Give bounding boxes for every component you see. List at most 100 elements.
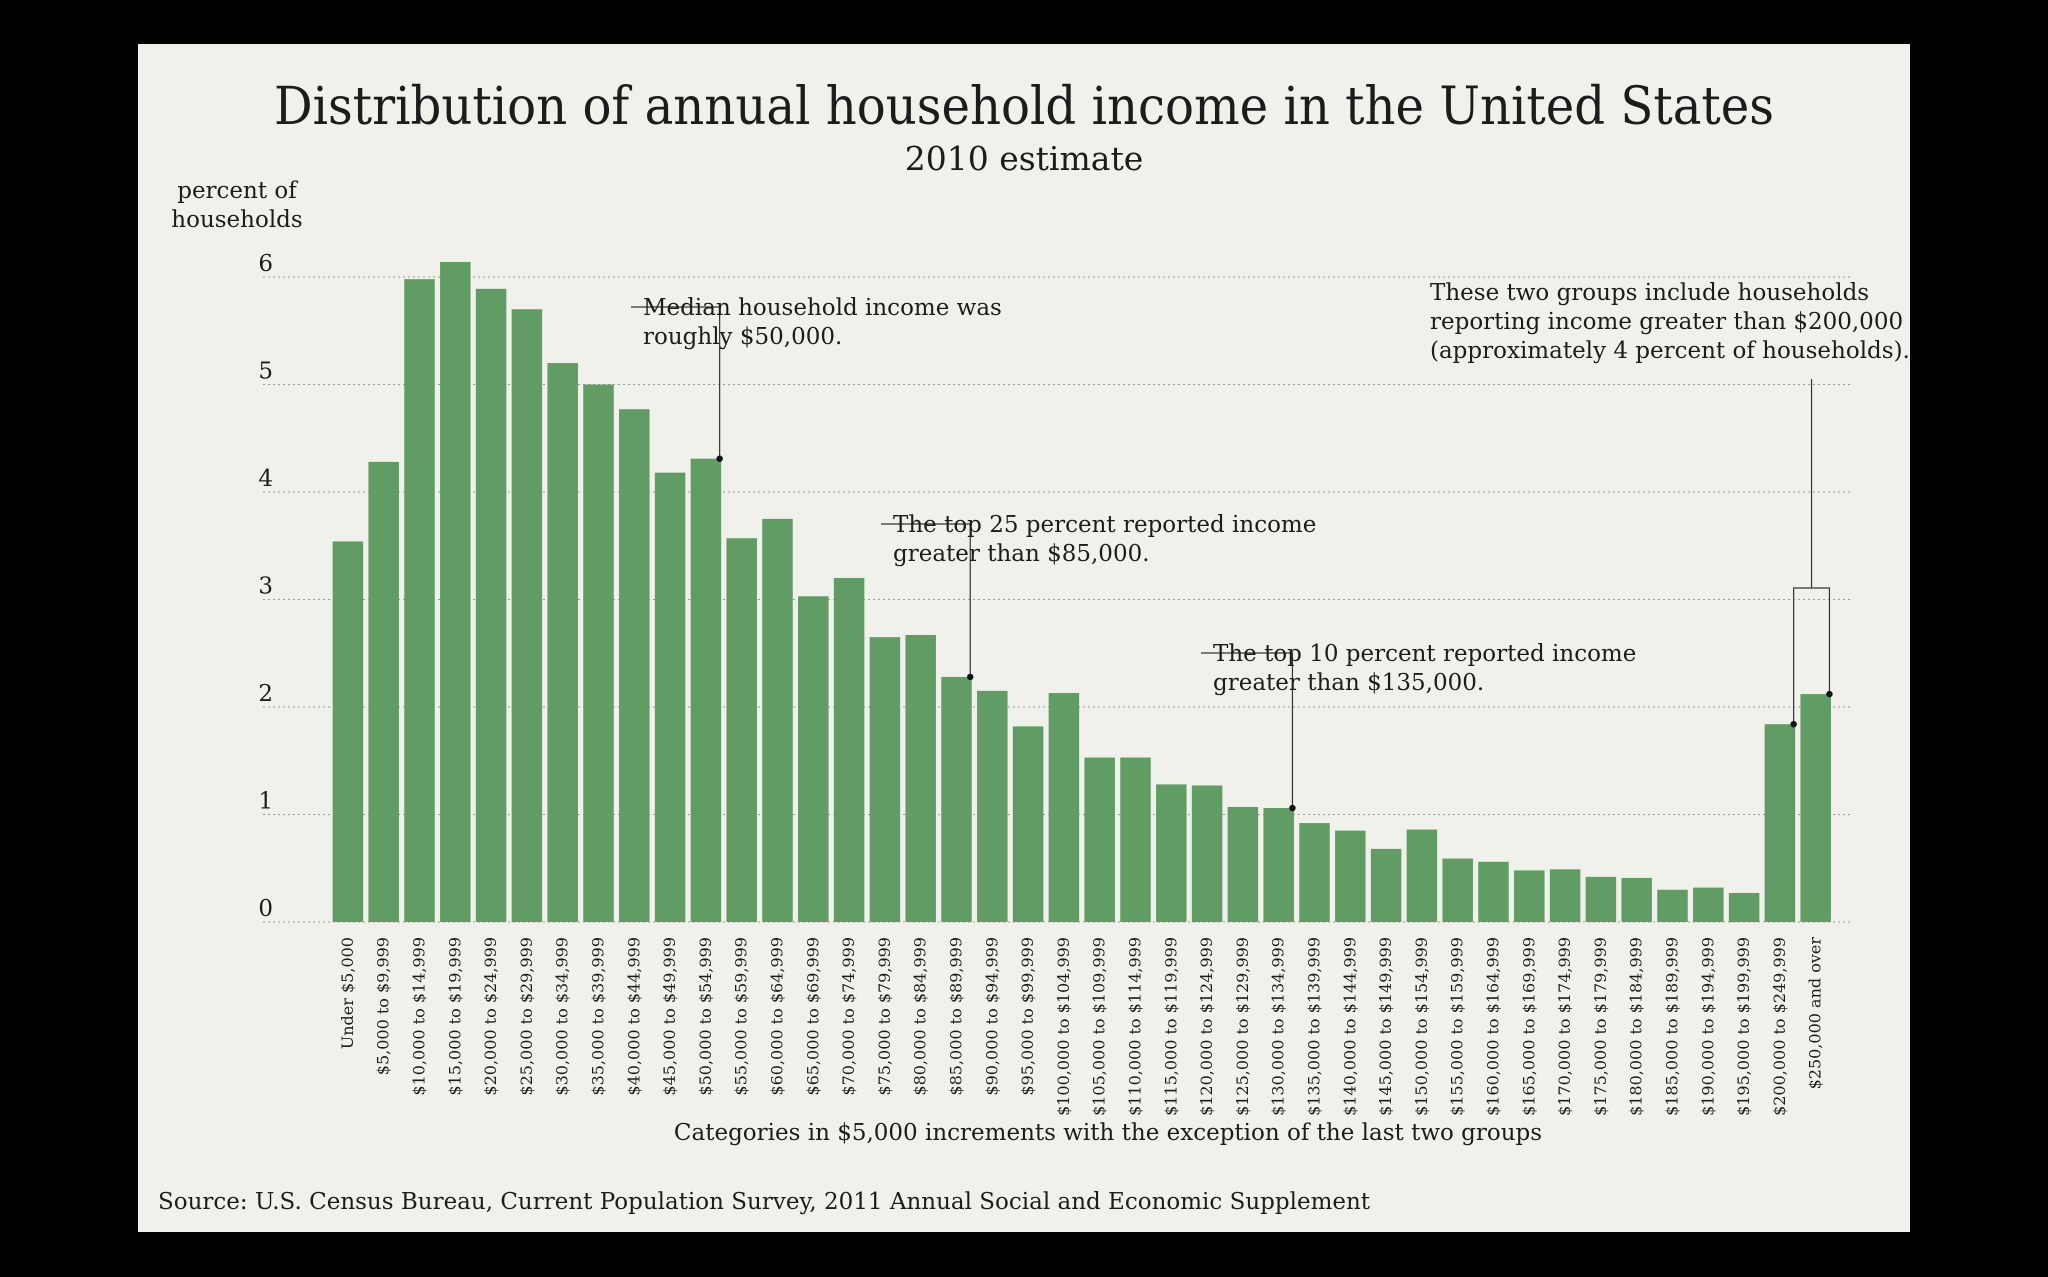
bar: [762, 518, 793, 922]
annotation-text: Median household income was: [643, 295, 1002, 321]
chart: Distribution of annual household income …: [158, 77, 1910, 1215]
x-tick-label: Under $5,000: [338, 937, 357, 1049]
y-tick-label: 1: [258, 789, 273, 815]
x-tick-label: $65,000 to $69,999: [803, 937, 822, 1096]
x-tick-label: $175,000 to $179,999: [1591, 937, 1610, 1116]
annotation-text: These two groups include households: [1430, 280, 1869, 306]
x-tick-label: $80,000 to $84,999: [911, 937, 930, 1096]
x-tick-label: $140,000 to $144,999: [1340, 937, 1359, 1116]
x-tick-label: $130,000 to $134,999: [1269, 937, 1288, 1116]
y-tick-label: 3: [258, 574, 273, 600]
x-tick-label: $90,000 to $94,999: [982, 937, 1001, 1096]
x-tick-label: $45,000 to $49,999: [660, 937, 679, 1096]
bar: [1156, 784, 1187, 922]
bar: [1299, 823, 1330, 922]
bar: [654, 472, 686, 922]
bar: [941, 676, 972, 922]
bar: [1012, 726, 1044, 922]
annotation-marker: [1289, 804, 1296, 812]
y-tick-label: 2: [258, 681, 273, 707]
x-tick-label: $180,000 to $184,999: [1627, 937, 1646, 1116]
x-tick-label: $250,000 and over: [1806, 937, 1825, 1090]
bar: [1227, 806, 1259, 922]
bar: [583, 384, 614, 922]
bar: [332, 541, 364, 922]
bar: [1621, 877, 1652, 922]
annotation-text: roughly $50,000.: [643, 324, 842, 350]
x-tick-label: $75,000 to $79,999: [875, 937, 894, 1096]
x-tick-label: $35,000 to $39,999: [589, 937, 608, 1096]
x-tick-label: $40,000 to $44,999: [624, 937, 643, 1096]
bar: [690, 458, 722, 922]
x-tick-label: $30,000 to $34,999: [553, 937, 572, 1096]
y-tick-label: 0: [258, 896, 273, 922]
annotation-text: reporting income greater than $200,000: [1430, 309, 1903, 335]
annotation-text: The top 25 percent reported income: [893, 512, 1316, 538]
x-tick-label: $55,000 to $59,999: [732, 937, 751, 1096]
bar: [1335, 830, 1366, 922]
bar: [905, 634, 936, 922]
x-tick-label: $110,000 to $114,999: [1126, 937, 1145, 1116]
bar: [869, 637, 901, 922]
x-tick-label: $155,000 to $159,999: [1448, 937, 1467, 1116]
x-tick-label: $145,000 to $149,999: [1376, 937, 1395, 1116]
x-tick-label: $10,000 to $14,999: [410, 937, 429, 1096]
bar: [368, 461, 399, 922]
x-axis-label: Categories in $5,000 increments with the…: [674, 1120, 1542, 1146]
annotation-text: greater than $85,000.: [893, 541, 1150, 567]
bar: [1585, 876, 1617, 922]
x-tick-label: $105,000 to $109,999: [1090, 937, 1109, 1116]
annotation-leader: [1201, 652, 1294, 809]
bar: [1048, 693, 1080, 922]
y-axis-label-line-1: percent of: [177, 178, 298, 204]
y-tick-label: 5: [258, 359, 273, 385]
bar: [1263, 808, 1294, 922]
bar: [1084, 757, 1115, 922]
x-tick-label: $185,000 to $189,999: [1663, 937, 1682, 1116]
bar: [1514, 870, 1545, 922]
x-tick-label: $95,000 to $99,999: [1018, 937, 1037, 1096]
bar: [833, 578, 865, 922]
x-tick-label: $150,000 to $154,999: [1412, 937, 1431, 1116]
bar: [1764, 724, 1796, 922]
x-tick-label: $50,000 to $54,999: [696, 937, 715, 1096]
bar: [977, 690, 1008, 922]
annotation-marker: [1826, 690, 1833, 698]
bar: [511, 309, 543, 922]
bar: [1120, 757, 1151, 922]
x-tick-labels: Under $5,000 $5,000 to $9,999 $10,000 to $…: [338, 937, 1825, 1116]
annotation-leader: [881, 523, 971, 677]
annotation-marker: [1790, 721, 1797, 728]
annotations: Median household income was roughly $50,0…: [631, 280, 1910, 812]
x-tick-label: $170,000 to $174,999: [1555, 937, 1574, 1116]
x-tick-label: $85,000 to $89,999: [947, 937, 966, 1096]
annotation-marker: [716, 455, 723, 462]
x-tick-label: $15,000 to $19,999: [445, 937, 464, 1096]
annotation-leader: [631, 306, 721, 459]
annotation-marker: [967, 673, 974, 681]
annotation-text: (approximately 4 percent of households).: [1430, 338, 1910, 364]
x-tick-label: $100,000 to $104,999: [1054, 937, 1073, 1116]
x-tick-label: $165,000 to $169,999: [1519, 937, 1538, 1116]
x-tick-label: $5,000 to $9,999: [374, 937, 393, 1075]
x-tick-label: $60,000 to $64,999: [768, 937, 787, 1096]
x-tick-label: $115,000 to $119,999: [1161, 937, 1180, 1116]
chart-title: Distribution of annual household income …: [274, 77, 1774, 137]
bar: [404, 279, 435, 922]
annotation-text: greater than $135,000.: [1213, 670, 1484, 696]
bar: [1191, 785, 1223, 922]
bar: [475, 288, 507, 922]
chart-subtitle: 2010 estimate: [905, 139, 1144, 178]
y-tick-label: 4: [258, 466, 273, 492]
bar: [1478, 861, 1509, 922]
bar: [1442, 858, 1473, 922]
bar: [1728, 892, 1760, 922]
chart-panel: Distribution of annual household income …: [138, 44, 1910, 1232]
x-tick-label: $20,000 to $24,999: [481, 937, 500, 1096]
bar: [547, 363, 578, 922]
x-tick-label: $195,000 to $199,999: [1734, 937, 1753, 1116]
bar: [440, 261, 471, 922]
bar: [1370, 848, 1402, 922]
x-tick-label: $25,000 to $29,999: [517, 937, 536, 1096]
bar: [1406, 829, 1438, 922]
